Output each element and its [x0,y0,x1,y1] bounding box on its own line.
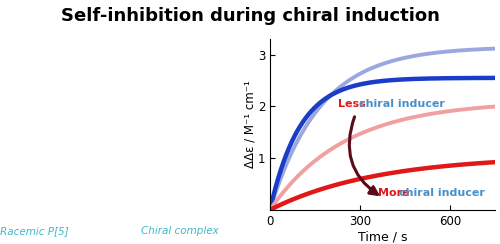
Text: More: More [378,188,414,198]
Text: Chiral complex: Chiral complex [142,226,219,236]
Text: Self-inhibition during chiral induction: Self-inhibition during chiral induction [60,7,440,25]
X-axis label: Time / s: Time / s [358,231,407,244]
Text: Racemic P[5]: Racemic P[5] [0,226,69,236]
Text: chiral inducer: chiral inducer [359,99,445,109]
Text: Less: Less [338,99,369,109]
Text: chiral inducer: chiral inducer [400,188,485,198]
Y-axis label: ΔΔε / M⁻¹ cm⁻¹: ΔΔε / M⁻¹ cm⁻¹ [243,81,256,168]
